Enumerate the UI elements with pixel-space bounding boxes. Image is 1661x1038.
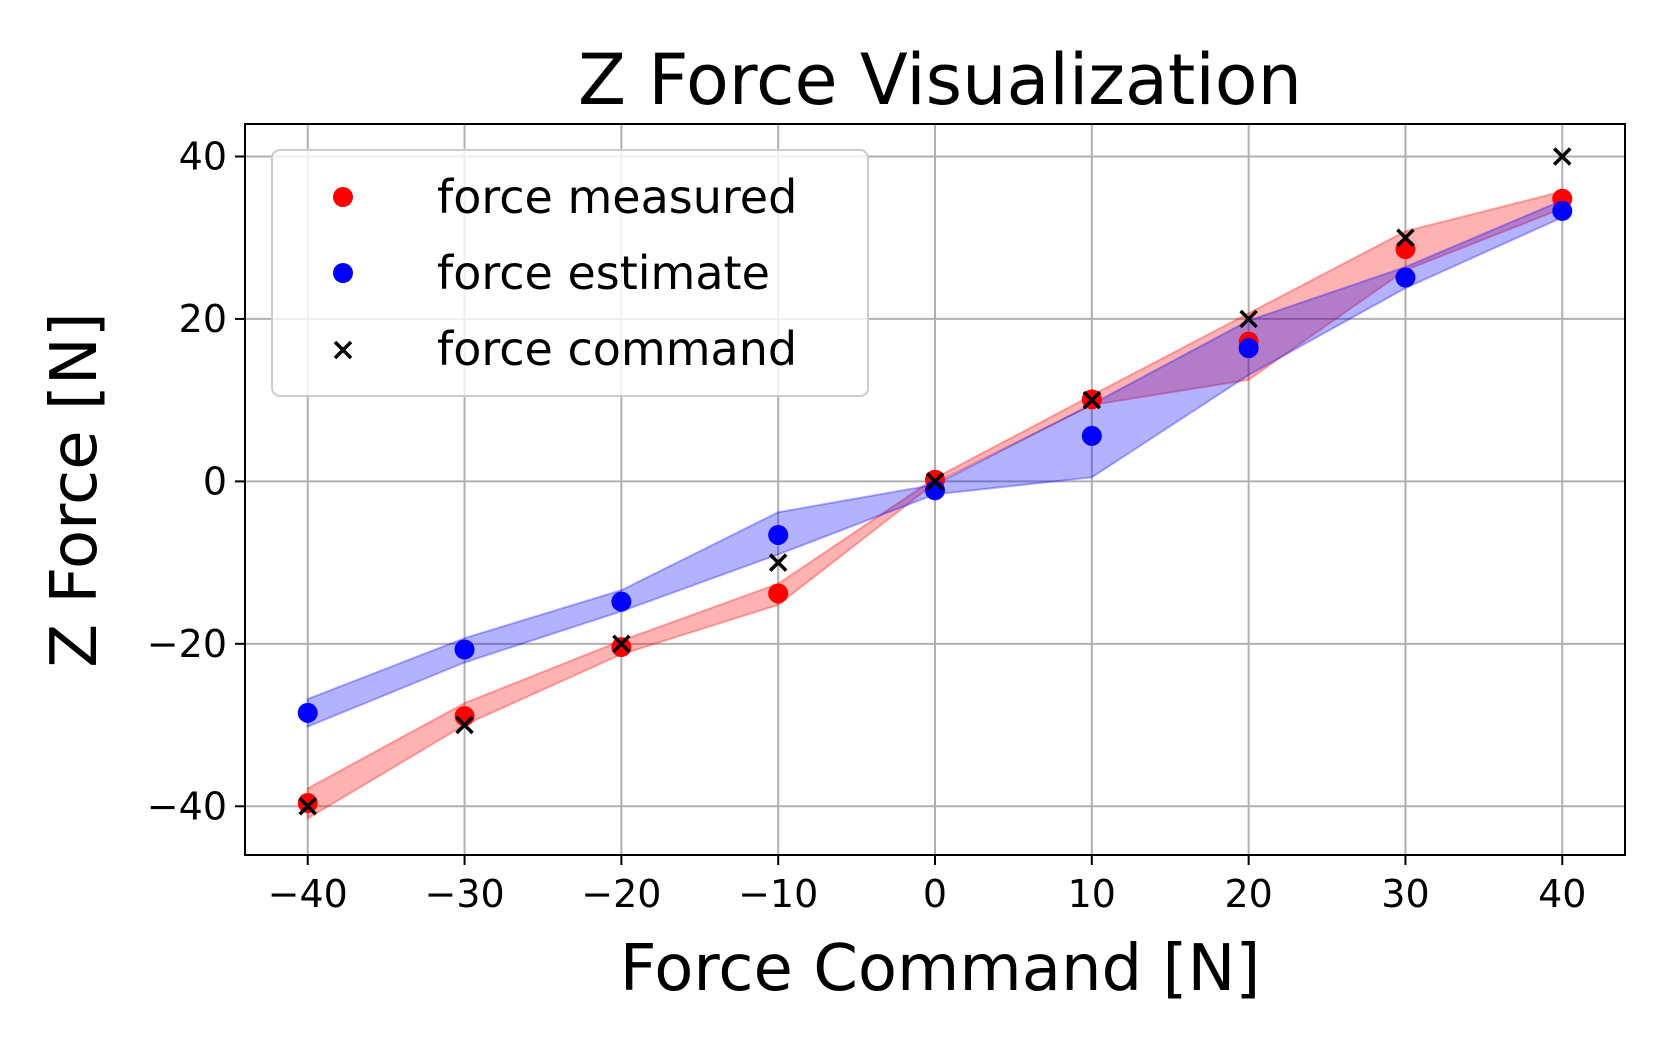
y-tick-label: 40 xyxy=(179,134,227,178)
y-tick-label: 0 xyxy=(203,459,227,503)
legend: force measured force estimate force comm… xyxy=(271,149,869,397)
chart-title: Z Force Visualization xyxy=(578,39,1302,121)
command-point xyxy=(298,797,317,816)
x-tick-label: 40 xyxy=(1538,872,1586,916)
grid xyxy=(245,124,1625,855)
data-points xyxy=(297,147,1573,816)
x-tick-label: −30 xyxy=(424,872,504,916)
command-point xyxy=(768,553,788,572)
legend-marker-estimate xyxy=(333,263,353,283)
measured-point xyxy=(611,637,632,658)
legend-marker-measured xyxy=(333,187,353,207)
x-ticks: −40 −30 −20 −10 0 10 20 30 40 xyxy=(268,855,1586,916)
estimate-point xyxy=(1081,425,1102,446)
legend-label-measured: force measured xyxy=(437,170,797,224)
command-point xyxy=(612,634,631,654)
legend-marker-command xyxy=(333,340,353,360)
estimate-point xyxy=(297,702,318,723)
estimate-point xyxy=(611,591,632,612)
x-tick-label: 20 xyxy=(1224,872,1272,916)
x-tick-label: −20 xyxy=(581,872,661,916)
y-axis-label: Z Force [N] xyxy=(38,312,112,668)
command-point xyxy=(1082,390,1102,410)
y-tick-label: −20 xyxy=(147,622,227,666)
x-tick-label: −40 xyxy=(268,872,348,916)
command-point xyxy=(1396,228,1415,247)
y-tick-label: −40 xyxy=(147,784,227,828)
estimate-point xyxy=(768,524,789,545)
measured-point xyxy=(297,793,318,814)
x-axis-label: Force Command [N] xyxy=(620,932,1261,1006)
measured-point xyxy=(768,583,789,604)
plot-area xyxy=(244,123,1626,856)
estimate-point xyxy=(454,639,475,660)
x-tick-label: 10 xyxy=(1068,872,1116,916)
x-tick-label: −10 xyxy=(738,872,818,916)
legend-label-estimate: force estimate xyxy=(437,246,770,300)
estimate-point xyxy=(1238,338,1259,359)
estimate-point xyxy=(1552,200,1573,221)
measured-point xyxy=(1395,239,1416,260)
y-ticks: −40 −20 0 20 40 xyxy=(147,134,245,828)
legend-box xyxy=(271,149,869,397)
command-point xyxy=(455,715,474,735)
y-tick-label: 20 xyxy=(179,297,227,341)
command-point xyxy=(925,472,945,491)
legend-label-command: force command xyxy=(437,322,797,376)
x-tick-label: 0 xyxy=(923,872,947,916)
command-point xyxy=(1239,309,1258,329)
command-point xyxy=(1553,147,1572,166)
estimate-point xyxy=(1395,267,1416,288)
x-tick-label: 30 xyxy=(1381,872,1429,916)
